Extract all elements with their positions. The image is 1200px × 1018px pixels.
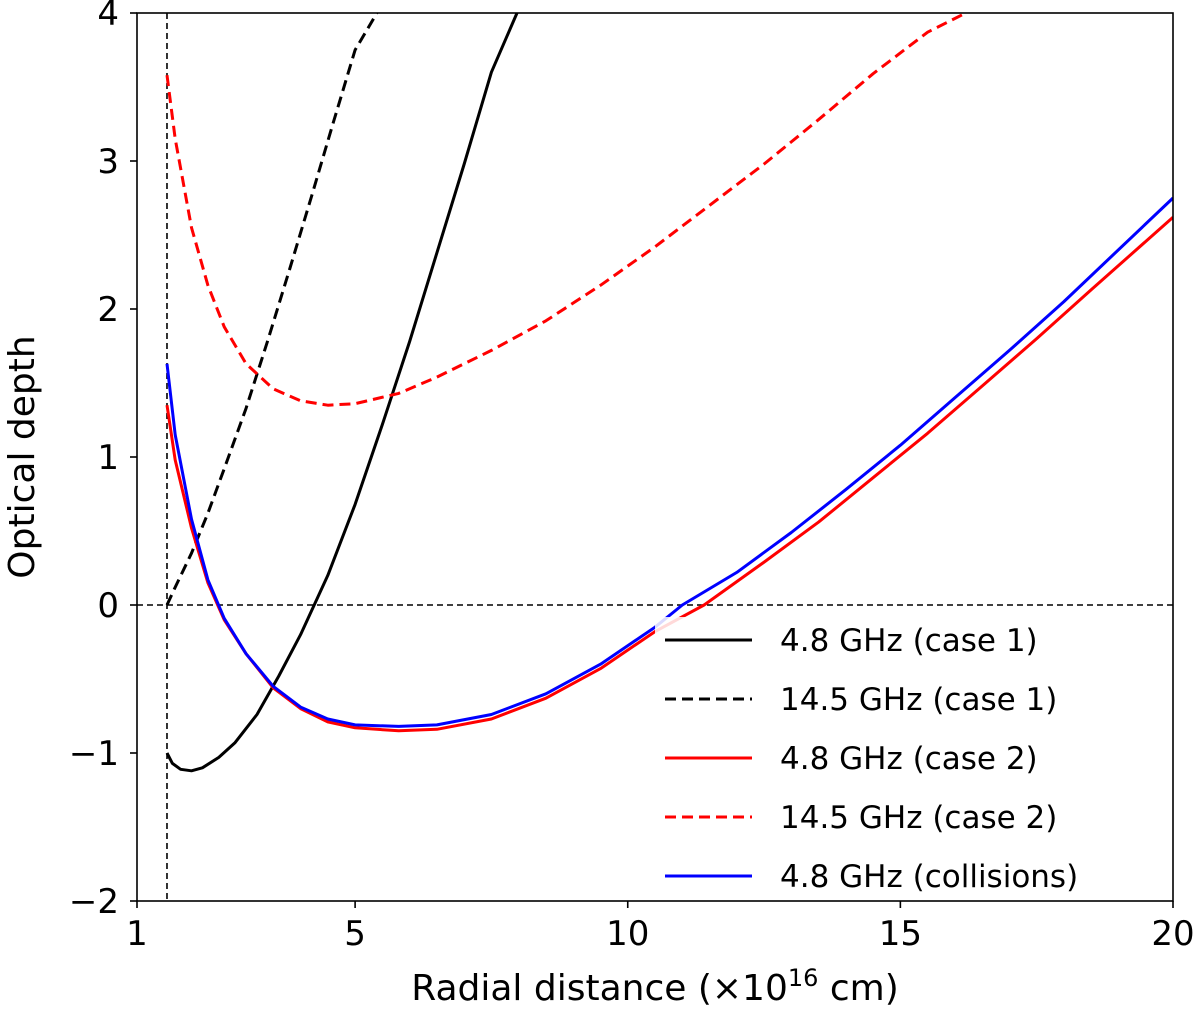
legend-label-4-8-ghz-collisions: 4.8 GHz (collisions) — [780, 859, 1078, 895]
x-tick-label: 10 — [606, 914, 649, 954]
y-tick-label: 2 — [97, 290, 119, 330]
x-tick-label: 5 — [344, 914, 366, 954]
y-tick-label: 1 — [97, 438, 119, 478]
y-tick-label: 3 — [97, 142, 119, 182]
x-tick-label: 20 — [1151, 914, 1194, 954]
y-tick-label: −2 — [69, 882, 119, 922]
series-line-4-8-ghz-collisions — [165, 196, 1173, 728]
legend-label-4-8-ghz-case-2: 4.8 GHz (case 2) — [780, 741, 1038, 777]
legend-label-14-5-ghz-case-2: 14.5 GHz (case 2) — [780, 800, 1057, 836]
x-tick-label: 15 — [879, 914, 922, 954]
x-tick-label: 1 — [126, 914, 148, 954]
series-lines — [165, 13, 1173, 773]
series-line-14-5-ghz-case-1 — [165, 13, 379, 606]
legend-label-14-5-ghz-case-1: 14.5 GHz (case 1) — [780, 682, 1057, 718]
y-axis-label: Optical depth — [2, 335, 43, 578]
reference-lines — [137, 13, 1173, 901]
y-tick-label: 0 — [97, 586, 119, 626]
series-line-4-8-ghz-case-1 — [165, 13, 519, 773]
legend-label-4-8-ghz-case-1: 4.8 GHz (case 1) — [780, 623, 1038, 659]
x-axis-label: Radial distance (×1016 cm) — [411, 964, 899, 1009]
y-tick-label: −1 — [69, 734, 119, 774]
y-tick-label: 4 — [97, 0, 119, 34]
series-line-14-5-ghz-case-2 — [165, 13, 967, 407]
legend: 4.8 GHz (case 1) 14.5 GHz (case 1) 4.8 GHz… — [655, 617, 1171, 899]
